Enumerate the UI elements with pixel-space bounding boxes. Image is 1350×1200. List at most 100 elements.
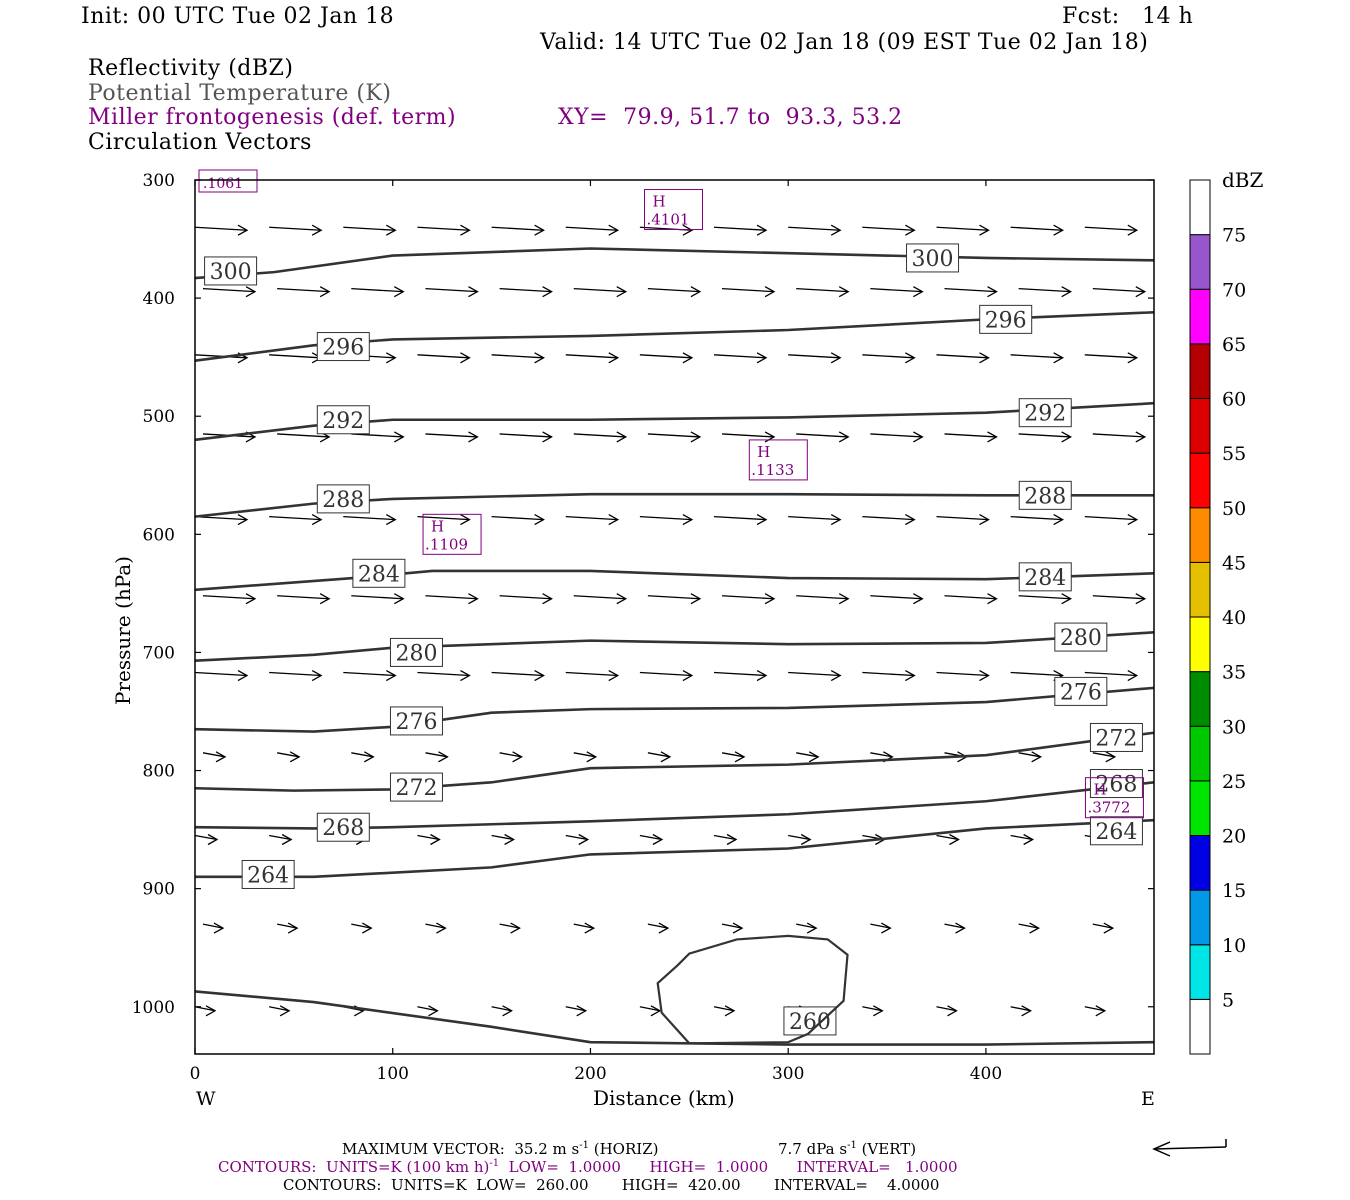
frontogenesis-high-value: .4101 [647, 211, 690, 229]
frontogenesis-high-marker: H [757, 443, 770, 461]
vector-head [881, 922, 892, 934]
vector-head [319, 286, 331, 298]
vector-head [430, 833, 441, 846]
vector-head [806, 922, 818, 934]
vector-head [237, 224, 249, 236]
circulation-vector [491, 834, 514, 841]
vector-head [1061, 593, 1072, 605]
theta-contour-280 [194, 631, 1155, 662]
circulation-vector [870, 288, 923, 293]
circulation-vector [639, 515, 692, 521]
contour-label-box [1054, 676, 1108, 706]
contour-label: 276 [1060, 680, 1102, 705]
vector-head [436, 922, 447, 934]
vector-head [913, 431, 924, 443]
x-tick-label: 300 [772, 1064, 804, 1084]
y-tick-label: 1000 [132, 998, 175, 1018]
vector-head [586, 751, 598, 763]
vector-head [393, 593, 405, 605]
circulation-vector [269, 834, 292, 841]
y-tick-label: 900 [143, 880, 175, 900]
circulation-vector [491, 226, 544, 231]
reference-vector-arrow [1152, 1139, 1227, 1157]
colorbar-segment [1189, 343, 1211, 399]
vector-head [756, 224, 768, 236]
circulation-vector [417, 1006, 438, 1012]
contour-label-box [906, 243, 960, 273]
circulation-vector [277, 595, 330, 600]
circulation-vector [194, 1006, 216, 1012]
vector-head [510, 922, 521, 934]
circulation-vector [1092, 595, 1145, 600]
vector-head [690, 593, 702, 605]
frontogenesis-high-box [644, 189, 704, 231]
circulation-vector [277, 752, 300, 758]
vector-head [512, 751, 523, 763]
vector-head [289, 751, 301, 763]
circulation-vector [573, 595, 626, 600]
circulation-vector [721, 923, 743, 929]
vector-head [438, 751, 449, 763]
circulation-vector [639, 834, 663, 841]
vector-head [830, 352, 842, 364]
vector-head [987, 286, 998, 298]
contour-label: 284 [358, 562, 400, 587]
circulation-vector [573, 288, 626, 293]
vector-head [468, 286, 479, 298]
frontogenesis-cut-value: .1061 [203, 176, 243, 192]
vector-head [1029, 922, 1040, 934]
field-frontogenesis: Miller frontogenesis (def. term) [88, 105, 457, 130]
circulation-vector [565, 834, 588, 841]
y-tick-label: 700 [143, 643, 175, 663]
circulation-vector [944, 288, 997, 293]
footer-frontogenesis-contours: CONTOURS: UNITS=K (100 km h)-1 LOW= 1.00… [218, 1158, 958, 1176]
vector-head [393, 431, 405, 443]
colorbar-level-label: 65 [1222, 334, 1246, 356]
colorbar-segment [1189, 998, 1211, 1055]
vector-head [979, 224, 990, 236]
circulation-vector [343, 226, 396, 231]
vector-head [428, 1005, 439, 1017]
west-marker: W [196, 1088, 216, 1110]
circulation-vector [870, 923, 891, 929]
colorbar-segment [1189, 452, 1211, 509]
vector-head [361, 922, 373, 934]
circulation-vector [722, 433, 775, 438]
vector-head [385, 514, 397, 526]
contour-label: 272 [1095, 726, 1137, 751]
circulation-vector [647, 288, 700, 293]
circulation-vector [417, 834, 440, 841]
contour-label-box [204, 256, 258, 286]
contour-label-box [352, 558, 406, 588]
vector-head [608, 352, 620, 364]
vector-head [756, 514, 768, 526]
east-marker: E [1141, 1088, 1155, 1110]
circulation-vector [269, 671, 322, 677]
circulation-vector [862, 1006, 883, 1012]
vector-head [830, 669, 842, 682]
forecast-hour: Fcst: 14 h [1062, 4, 1194, 29]
colorbar-level-label: 60 [1222, 389, 1246, 411]
colorbar-segment [1189, 889, 1211, 946]
x-tick-label: 100 [377, 1064, 409, 1084]
circulation-vector [1084, 1006, 1105, 1012]
vector-head [534, 352, 545, 364]
vector-head [542, 431, 553, 443]
vector-head [1135, 431, 1147, 443]
contour-label: 300 [912, 247, 954, 272]
contour-label-box [783, 1006, 837, 1036]
vector-head [690, 286, 702, 298]
theta-contour-268 [194, 781, 1155, 830]
circulation-vector [277, 288, 330, 293]
circulation-vector [722, 288, 775, 293]
vector-head [205, 1005, 217, 1017]
contour-label: 296 [985, 308, 1027, 333]
circulation-vector [491, 671, 544, 677]
contour-label-box [1089, 722, 1143, 752]
circulation-vector [202, 595, 256, 600]
y-tick-label: 800 [143, 762, 175, 782]
vector-head [905, 669, 916, 682]
contour-label: 268 [1095, 773, 1137, 798]
vector-head [1053, 514, 1064, 526]
